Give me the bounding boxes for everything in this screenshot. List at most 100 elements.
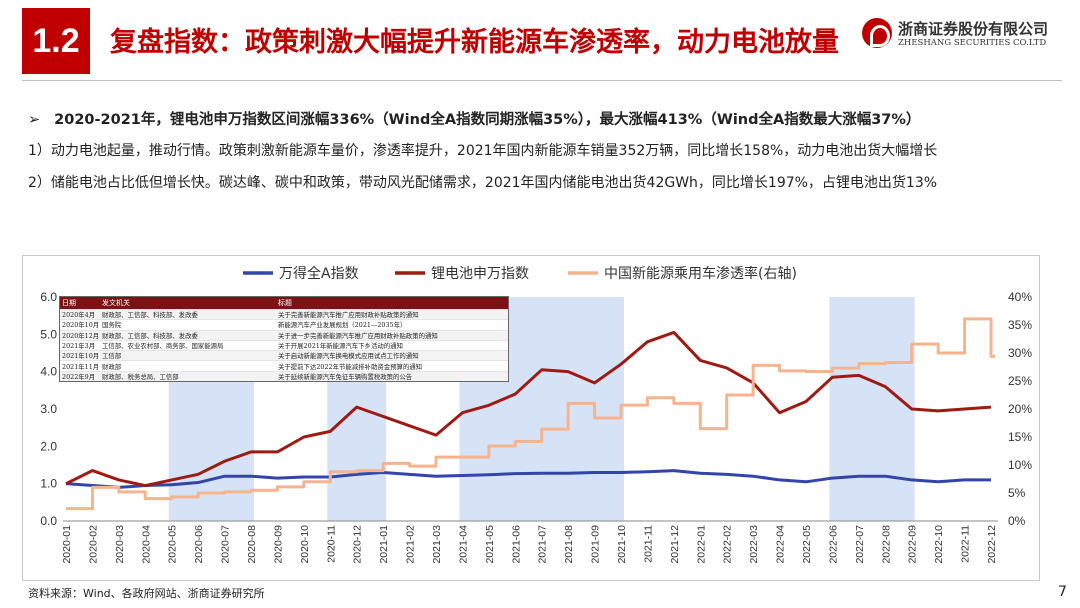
- header-date: 日期: [62, 299, 76, 307]
- chart-frame: 0.0 1.0 2.0 3.0 4.0 5.0 6.0 0% 5% 10% 15% 20% 25% 30%…: [22, 255, 1040, 581]
- policy-date: 2021年10月: [62, 352, 98, 361]
- y-left-tick-label: 0.0: [40, 514, 57, 528]
- x-tick-label: 2022-04: [775, 525, 787, 564]
- policy-title: 关于延续新能源汽车免征车辆购置税政策的公告: [278, 372, 413, 381]
- y-right-tick-label: 25%: [1008, 374, 1032, 388]
- x-tick-label: 2021-04: [457, 525, 469, 564]
- header-issuer: 发文机关: [102, 299, 130, 307]
- legend-label: 中国新能源乘用车渗透率(右轴): [604, 265, 797, 282]
- x-tick-label: 2020-05: [167, 525, 179, 564]
- y-right-tick-label: 20%: [1008, 402, 1032, 416]
- x-tick-label: 2022-12: [986, 525, 998, 564]
- x-tick-label: 2022-10: [933, 525, 945, 564]
- key-point: ➢ 2020-2021年，锂电池申万指数区间涨幅336%（Wind全A指数同期涨幅…: [28, 108, 920, 129]
- x-tick-label: 2022-01: [695, 525, 707, 564]
- y-right-tick-label: 40%: [1008, 290, 1032, 304]
- x-tick-label: 2021-05: [484, 525, 496, 564]
- logo-name-cn: 浙商证券股份有限公司: [898, 20, 1049, 38]
- y-left-tick-label: 4.0: [40, 365, 57, 379]
- policy-issuer: 国务院: [102, 321, 122, 330]
- page-number: 7: [1058, 584, 1067, 600]
- x-tick-label: 2021-06: [510, 525, 522, 564]
- section-number-badge: 1.2: [22, 8, 90, 74]
- bullet-arrow-icon: ➢: [28, 112, 41, 128]
- policy-issuer: 财政部: [102, 362, 122, 371]
- x-tick-label: 2022-05: [801, 525, 813, 564]
- index-chart: 0.0 1.0 2.0 3.0 4.0 5.0 6.0 0% 5% 10% 15% 20% 25% 30%…: [40, 265, 1032, 564]
- policy-table-row: 2020年10月 国务院 新能源汽车产业发展规划（2021—2035年）: [60, 319, 508, 329]
- policy-table-row: 2021年11月 财政部 关于提前下达2022年节能减排补助资金预算的通知: [60, 360, 508, 371]
- x-tick-label: 2021-11: [642, 525, 654, 563]
- paragraph-storage-battery: 2）储能电池占比低但增长快。碳达峰、碳中和政策，带动风光配储需求，2021年国内…: [28, 175, 938, 191]
- x-tick-label: 2020-06: [193, 525, 205, 564]
- y-right-tick-label: 15%: [1008, 430, 1032, 444]
- x-tick-label: 2022-08: [880, 525, 892, 564]
- x-tick-label: 2021-01: [378, 525, 390, 564]
- policy-date: 2020年12月: [62, 331, 98, 340]
- company-logo: 浙商证券股份有限公司 ZHESHANG SECURITIES CO.LTD: [862, 16, 1062, 50]
- series-line: [65, 330, 992, 488]
- y-right-tick-label: 30%: [1008, 346, 1032, 360]
- policy-date: 2021年3月: [62, 342, 96, 351]
- x-tick-label: 2021-12: [669, 525, 681, 564]
- policy-issuer: 财政部、税务总局、工信部: [102, 372, 179, 381]
- x-tick-label: 2022-07: [854, 525, 866, 564]
- y-right-tick-label: 35%: [1008, 318, 1032, 332]
- x-tick-label: 2021-10: [616, 525, 628, 564]
- logo-name-en: ZHESHANG SECURITIES CO.LTD: [898, 38, 1047, 48]
- policy-table-row: 2022年9月 财政部、税务总局、工信部 关于延续新能源汽车免征车辆购置税政策的公告: [60, 370, 508, 382]
- policy-title: 关于提前下达2022年节能减排补助资金预算的通知: [278, 362, 423, 371]
- policy-table-row: 2021年10月 工信部 关于启动新能源汽车换电模式应用试点工作的通知: [60, 350, 508, 361]
- y-left-tick-label: 2.0: [40, 439, 57, 453]
- policy-title: 关于开展2021年新能源汽车下乡活动的通知: [278, 342, 403, 351]
- y-left-tick-label: 6.0: [40, 290, 57, 304]
- y-left-tick-label: 1.0: [40, 477, 57, 491]
- policy-period-shade: [829, 297, 915, 521]
- x-tick-label: 2020-03: [114, 525, 126, 564]
- x-tick-label: 2021-08: [563, 525, 575, 564]
- page-title: 复盘指数：政策刺激大幅提升新能源车渗透率，动力电池放量: [110, 27, 839, 58]
- x-tick-label: 2021-02: [405, 525, 417, 564]
- logo-icon: [862, 18, 892, 48]
- policy-date: 2022年9月: [62, 372, 96, 381]
- source-note: 资料来源：Wind、各政府网站、浙商证券研究所: [28, 587, 265, 600]
- legend-label: 万得全A指数: [279, 265, 359, 282]
- x-tick-label: 2020-08: [246, 525, 258, 564]
- policy-issuer: 工信部: [102, 352, 122, 361]
- policy-title: 关于进一步完善新能源汽车推广应用财政补贴政策的通知: [278, 331, 438, 340]
- y-left-tick-label: 3.0: [40, 402, 57, 416]
- policy-issuer: 财政部、工信部、科技部、发改委: [102, 331, 198, 340]
- x-tick-label: 2020-12: [352, 525, 364, 564]
- paragraph-power-battery: 1）动力电池起量，推动行情。政策刺激新能源车量价，渗透率提升，2021年国内新能…: [28, 143, 938, 159]
- header-title: 标题: [278, 299, 292, 307]
- key-point-text: 2020-2021年，锂电池申万指数区间涨幅336%（Wind全A指数同期涨幅3…: [54, 112, 921, 128]
- y-right-tick-label: 5%: [1008, 486, 1026, 500]
- x-tick-label: 2020-10: [299, 525, 311, 564]
- x-tick-label: 2020-09: [272, 525, 284, 564]
- policy-title: 关于完善新能源汽车推广应用财政补贴政策的通知: [278, 311, 419, 320]
- y-left-tick-label: 5.0: [40, 327, 57, 341]
- policy-date: 2020年10月: [62, 321, 98, 330]
- policy-table-row: 2020年12月 财政部、工信部、科技部、发改委 关于进一步完善新能源汽车推广应用财…: [60, 329, 508, 340]
- x-tick-label: 2021-09: [590, 525, 602, 564]
- policy-table-header: 日期 发文机关 标题: [60, 297, 508, 309]
- x-tick-label: 2020-04: [140, 525, 152, 564]
- x-tick-label: 2022-11: [960, 525, 972, 563]
- x-tick-label: 2020-07: [220, 525, 232, 564]
- x-tick-label: 2022-02: [722, 525, 734, 564]
- policy-date: 2020年4月: [62, 311, 96, 320]
- policy-issuer: 工信部、农业农村部、商务部、国家能源局: [102, 342, 224, 351]
- x-tick-label: 2020-01: [61, 525, 73, 564]
- series-line: [65, 469, 991, 489]
- policy-table-body: 2020年4月财政部、工信部、科技部、发改委 关于完善新能源汽车推广应用财政补贴政…: [60, 309, 508, 382]
- x-tick-label: 2022-09: [907, 525, 919, 564]
- legend-label: 锂电池申万指数: [431, 266, 529, 282]
- header-divider: [22, 80, 1062, 81]
- y-right-tick-label: 10%: [1008, 458, 1032, 472]
- policy-date: 2021年11月: [62, 362, 98, 371]
- x-tick-label: 2022-03: [748, 525, 760, 564]
- policy-title: 新能源汽车产业发展规划（2021—2035年）: [278, 321, 407, 330]
- x-tick-label: 2021-07: [537, 525, 549, 564]
- x-tick-label: 2021-03: [431, 525, 443, 564]
- policy-table-row: 2021年3月 工信部、农业农村部、商务部、国家能源局 关于开展2021年新能源汽车…: [60, 339, 508, 351]
